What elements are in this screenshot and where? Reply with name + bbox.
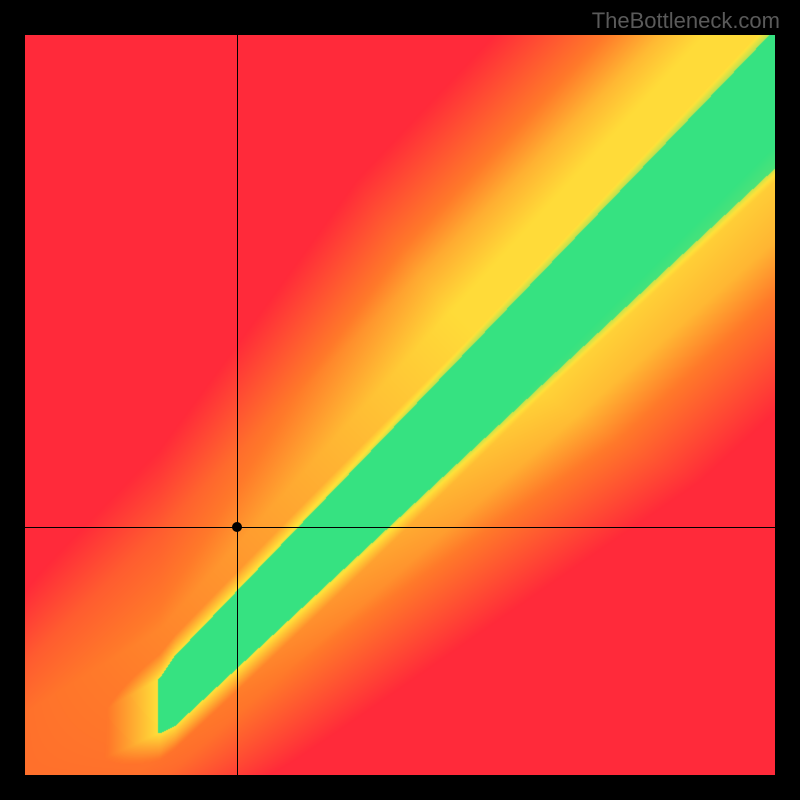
- plot-area: [25, 35, 775, 775]
- crosshair-marker: [232, 522, 242, 532]
- watermark-text: TheBottleneck.com: [592, 8, 780, 34]
- crosshair-vertical: [237, 35, 238, 775]
- heatmap-canvas: [25, 35, 775, 775]
- crosshair-horizontal: [25, 527, 775, 528]
- chart-container: TheBottleneck.com: [0, 0, 800, 800]
